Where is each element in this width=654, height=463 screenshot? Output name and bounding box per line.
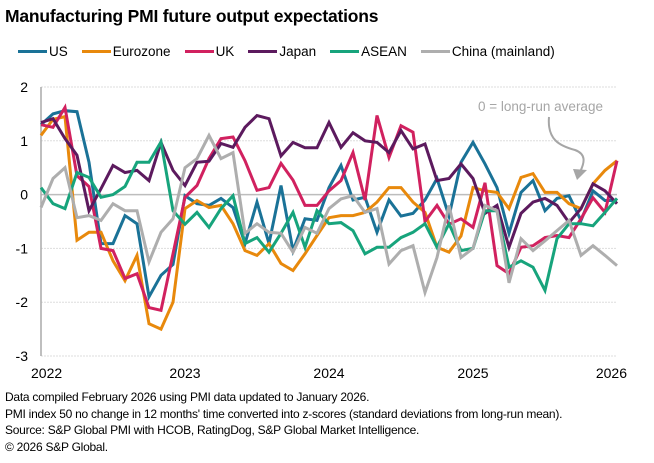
footnote-copyright: © 2026 S&P Global. (5, 439, 108, 454)
series-line-asean (39, 137, 619, 295)
series-line-china-mainland (39, 132, 618, 298)
y-tick-label: 0 (20, 187, 28, 203)
legend-label: Japan (279, 44, 317, 59)
annotation: 0 = long-run average (478, 99, 603, 180)
legend-label: UK (215, 44, 235, 59)
legend-item-japan: Japan (248, 44, 316, 59)
legend-swatch (18, 50, 47, 53)
series-line-us (39, 109, 617, 302)
y-tick-label: 1 (20, 133, 28, 149)
chart-title: Manufacturing PMI future output expectat… (5, 6, 379, 26)
series-lines (39, 103, 619, 332)
x-tick-label: 2026 (596, 365, 627, 381)
legend-label: China (mainland) (451, 44, 555, 59)
series-line-eurozone (39, 114, 618, 332)
footnotes: Data compiled February 2026 using PMI da… (5, 389, 562, 455)
legend-swatch (330, 50, 360, 53)
series-line-japan (40, 113, 619, 253)
footnote-methodology: PMI index 50 no change in 12 months' tim… (5, 406, 563, 421)
x-tick-label: 2025 (457, 365, 488, 381)
x-tick-label: 2024 (313, 365, 344, 381)
annotation-text: 0 = long-run average (478, 99, 603, 114)
legend-swatch (248, 50, 278, 53)
series-line-uk (40, 103, 619, 313)
legend-item-china: China (mainland) (420, 44, 555, 59)
annotation-arrowhead (573, 169, 587, 180)
y-axis-ticks: 2 1 0 -1 -2 -3 (16, 79, 29, 364)
legend-swatch (184, 50, 214, 53)
footnote-data-compiled: Data compiled February 2026 using PMI da… (5, 390, 370, 404)
y-tick-label: 2 (20, 79, 28, 95)
chart-legend: US Eurozone UK Japan ASEAN China (mainla… (18, 44, 569, 59)
footnote-source: Source: S&P Global PMI with HCOB, Rating… (5, 423, 420, 437)
legend-item-asean: ASEAN (330, 44, 407, 59)
y-tick-label: -3 (16, 348, 29, 364)
x-tick-label: 2023 (169, 365, 200, 381)
annotation-arrow (547, 116, 585, 173)
legend-swatch (81, 50, 111, 53)
x-axis-ticks: 2022 2023 2024 2025 2026 (31, 365, 627, 381)
y-tick-label: -1 (16, 240, 29, 256)
y-tick-label: -2 (16, 294, 29, 310)
x-tick-label: 2022 (31, 365, 62, 381)
legend-item-eurozone: Eurozone (81, 44, 171, 59)
legend-label: ASEAN (361, 44, 407, 59)
legend-item-us: US (18, 44, 68, 59)
legend-swatch (420, 50, 450, 53)
legend-label: Eurozone (112, 44, 171, 59)
legend-label: US (49, 44, 68, 59)
legend-item-uk: UK (184, 44, 235, 59)
